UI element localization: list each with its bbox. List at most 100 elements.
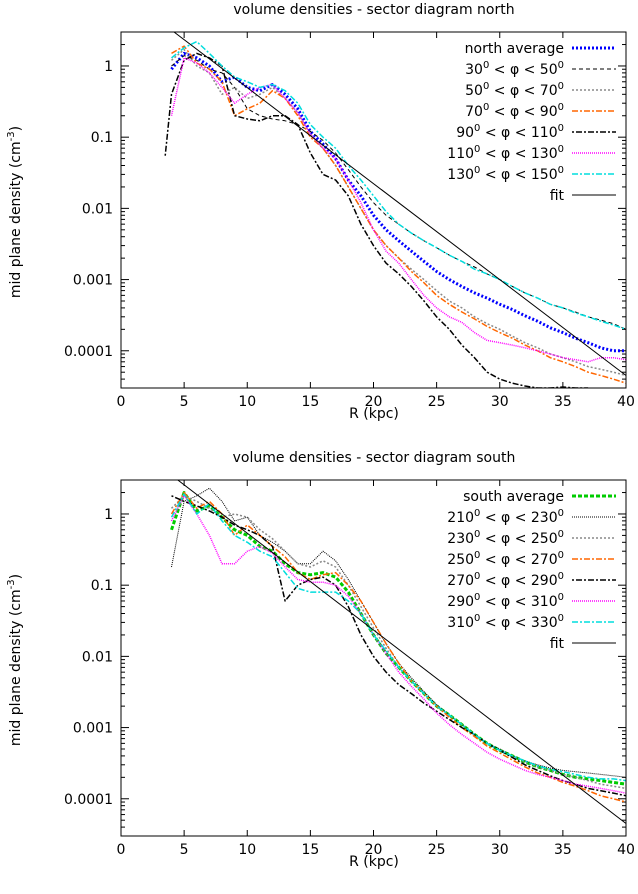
chart-south: volume densities - sector diagram south … xyxy=(6,450,635,870)
legend-text: < φ < 310 xyxy=(480,594,557,610)
legend-text: < φ < 70 xyxy=(489,83,557,99)
degree-sup: 0 xyxy=(558,102,564,113)
legend-text: 290 xyxy=(447,594,474,610)
plot-area xyxy=(170,480,626,824)
legend-item: 2500 < φ < 2700 xyxy=(447,550,616,568)
legend-text: < φ < 90 xyxy=(489,104,557,120)
legend-text: 90 xyxy=(456,125,474,141)
ticks: 0 5 10 15 20 25 30 35 40 1 0.1 0.01 0.001 0.0001 xyxy=(64,31,635,410)
degree-sup: 0 xyxy=(474,508,480,519)
x-tick-label: 25 xyxy=(428,394,446,410)
degree-sup: 0 xyxy=(558,571,564,582)
degree-sup: 0 xyxy=(474,165,480,176)
x-tick-label: 30 xyxy=(491,842,509,858)
legend-label: 700 < φ < 900 xyxy=(465,102,564,120)
y-axis-label-main: mid plane density (cm xyxy=(8,589,24,746)
x-tick-label: 10 xyxy=(238,842,256,858)
series-line-2 xyxy=(171,48,626,377)
plot-frame xyxy=(120,31,627,389)
series-line-7 xyxy=(177,480,626,824)
y-axis-label-sup: -3 xyxy=(6,579,17,589)
x-tick-label: 35 xyxy=(554,394,572,410)
series-line-0 xyxy=(170,51,626,353)
x-axis-label: R (kpc) xyxy=(349,854,399,870)
y-tick-label: 1 xyxy=(104,507,113,523)
degree-sup: 0 xyxy=(474,550,480,561)
legend-item: 2300 < φ < 2500 xyxy=(447,529,616,547)
degree-sup: 0 xyxy=(474,571,480,582)
legend-item: 2700 < φ < 2900 xyxy=(447,571,616,589)
legend-label: 2900 < φ < 3100 xyxy=(447,592,564,610)
x-tick-label: 30 xyxy=(491,394,509,410)
x-tick-label: 35 xyxy=(554,842,572,858)
degree-sup: 0 xyxy=(474,592,480,603)
series-line-5 xyxy=(170,495,626,794)
legend-item: 2900 < φ < 3100 xyxy=(447,592,616,610)
legend-label: north average xyxy=(465,41,564,57)
degree-sup: 0 xyxy=(558,508,564,519)
y-axis-label: mid plane density (cm-3) xyxy=(6,574,24,746)
plot-area xyxy=(164,32,626,388)
y-axis-label: mid plane density (cm-3) xyxy=(6,126,24,298)
degree-sup: 0 xyxy=(483,81,489,92)
legend-text: north average xyxy=(465,41,564,57)
x-tick-label: 15 xyxy=(301,842,319,858)
legend-text: < φ < 50 xyxy=(489,62,557,78)
legend-label: 500 < φ < 700 xyxy=(465,81,564,99)
y-axis-label-end: ) xyxy=(8,574,24,579)
legend-item: fit xyxy=(550,188,616,204)
x-tick-label: 20 xyxy=(365,842,383,858)
legend-text: 250 xyxy=(447,552,474,568)
legend-item: 1300 < φ < 1500 xyxy=(447,165,616,183)
degree-sup: 0 xyxy=(483,60,489,71)
degree-sup: 0 xyxy=(558,592,564,603)
legend-item: 500 < φ < 700 xyxy=(465,81,616,99)
legend-label: 2300 < φ < 2500 xyxy=(447,529,564,547)
x-tick-label: 0 xyxy=(117,394,126,410)
degree-sup: 0 xyxy=(474,123,480,134)
y-tick-label: 0.1 xyxy=(91,130,113,146)
x-tick-label: 25 xyxy=(428,842,446,858)
legend-text: < φ < 130 xyxy=(480,146,557,162)
legend-text: fit xyxy=(550,188,565,204)
legend-label: 1300 < φ < 1500 xyxy=(447,165,564,183)
degree-sup: 0 xyxy=(558,60,564,71)
degree-sup: 0 xyxy=(558,613,564,624)
degree-sup: 0 xyxy=(558,123,564,134)
chart-title: volume densities - sector diagram south xyxy=(233,450,516,466)
legend-text: 130 xyxy=(447,167,474,183)
y-tick-label: 0.001 xyxy=(73,721,113,737)
legend-text: 30 xyxy=(465,62,483,78)
legend-item: 300 < φ < 500 xyxy=(465,60,616,78)
x-tick-label: 5 xyxy=(180,842,189,858)
legend-text: < φ < 230 xyxy=(480,510,557,526)
series-line-3 xyxy=(171,45,626,384)
series-line-7 xyxy=(173,32,626,376)
legend-item: 900 < φ < 1100 xyxy=(456,123,616,141)
x-tick-label: 20 xyxy=(365,394,383,410)
degree-sup: 0 xyxy=(474,613,480,624)
legend-item: 700 < φ < 900 xyxy=(465,102,616,120)
legend-label: 1100 < φ < 1300 xyxy=(447,144,564,162)
series-line-6 xyxy=(171,40,626,331)
degree-sup: 0 xyxy=(558,165,564,176)
degree-sup: 0 xyxy=(474,144,480,155)
degree-sup: 0 xyxy=(474,529,480,540)
legend-text: < φ < 150 xyxy=(480,167,557,183)
legend-label: 2500 < φ < 2700 xyxy=(447,550,564,568)
x-axis-label: R (kpc) xyxy=(349,406,399,422)
chart-north: volume densities - sector diagram north … xyxy=(6,2,635,422)
legend-text: 50 xyxy=(465,83,483,99)
y-axis-label-end: ) xyxy=(8,126,24,131)
legend-text: < φ < 290 xyxy=(480,573,557,589)
y-tick-label: 0.0001 xyxy=(64,344,113,360)
legend-item: south average xyxy=(463,489,616,505)
legend-item: 1100 < φ < 1300 xyxy=(447,144,616,162)
legend-item: 2100 < φ < 2300 xyxy=(447,508,616,526)
y-tick-label: 0.01 xyxy=(82,649,113,665)
legend-text: 230 xyxy=(447,531,474,547)
legend-text: < φ < 330 xyxy=(480,615,557,631)
degree-sup: 0 xyxy=(558,529,564,540)
